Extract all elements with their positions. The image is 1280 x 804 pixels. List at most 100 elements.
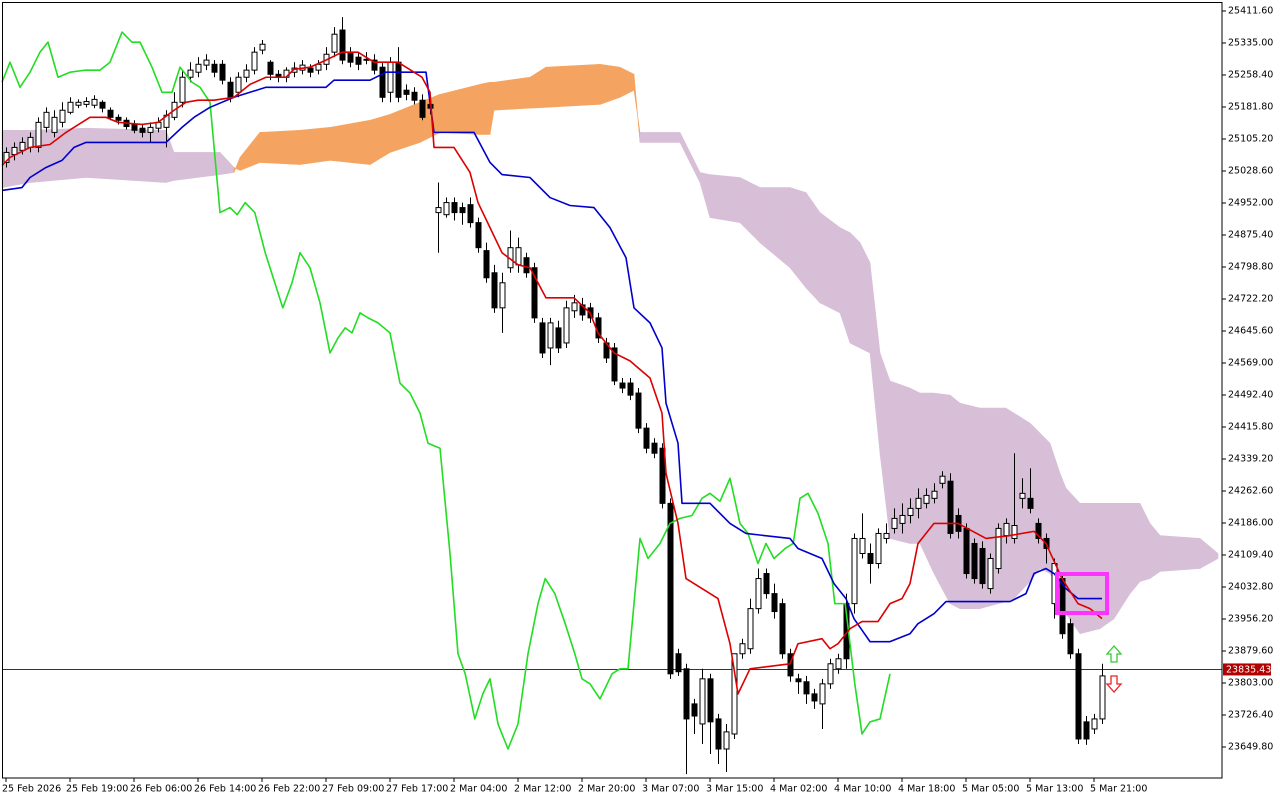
candle-body	[131, 123, 138, 131]
candle-body	[347, 51, 354, 63]
candle-body	[195, 63, 202, 73]
candle-body	[691, 703, 698, 717]
candle-body	[259, 43, 266, 51]
candle-body	[1067, 623, 1074, 655]
x-tick-label: 5 Mar 13:00	[1026, 784, 1083, 795]
candle-body	[707, 678, 714, 723]
y-tick-label: 25335.00	[1228, 37, 1273, 48]
cloud-segment	[599, 63, 621, 105]
highlight-box	[1055, 572, 1109, 615]
y-tick-label: 24032.80	[1228, 581, 1273, 592]
candle-body	[523, 257, 530, 274]
cloud-segment	[85, 127, 167, 183]
candle-body	[27, 136, 34, 148]
y-tick-label: 24492.40	[1228, 389, 1273, 400]
y-tick-label: 25105.20	[1228, 133, 1273, 144]
candle-body	[563, 307, 570, 344]
candle-body	[387, 61, 394, 93]
y-tick-label: 24875.40	[1228, 229, 1273, 240]
y-tick-label: 25181.80	[1228, 101, 1273, 112]
candle-body	[435, 207, 442, 214]
y-tick-label: 24569.00	[1228, 357, 1273, 368]
x-tick-label: 2 Mar 20:00	[578, 784, 635, 795]
candle-body	[619, 382, 626, 389]
candle-body	[779, 603, 786, 655]
candle-body	[931, 490, 938, 499]
candle-body	[483, 250, 490, 279]
candle-body	[51, 116, 58, 133]
y-tick-label: 24186.00	[1228, 517, 1273, 528]
cloud-segment	[849, 231, 861, 349]
y-tick-label: 25411.60	[1228, 5, 1273, 16]
candle-body	[995, 527, 1002, 570]
candle-body	[179, 76, 186, 103]
candle-body	[91, 98, 98, 106]
candle-body	[659, 447, 666, 504]
candle-body	[379, 66, 386, 98]
candle-body	[1091, 718, 1098, 730]
indicator-line	[1, 31, 891, 750]
candle-body	[491, 272, 498, 309]
y-tick-label: 23726.40	[1228, 710, 1273, 721]
x-tick-label: 27 Feb 09:00	[322, 784, 384, 795]
candle-body	[59, 109, 66, 123]
y-tick-label: 25028.60	[1228, 165, 1273, 176]
candle-body	[571, 302, 578, 312]
candle-body	[475, 222, 482, 249]
candle-body	[515, 247, 522, 266]
candle-body	[467, 204, 474, 224]
candle-body	[115, 116, 122, 121]
candle-body	[19, 141, 26, 151]
price-label-box	[1223, 663, 1271, 676]
cloud-segment	[709, 174, 741, 223]
x-tick-label: 26 Feb 14:00	[194, 784, 256, 795]
indicator-line	[1, 71, 1102, 643]
candle-body	[723, 731, 730, 750]
candle-body	[547, 322, 554, 349]
candle-body	[755, 578, 762, 610]
cloud-segment	[329, 119, 371, 165]
candle-body	[835, 658, 842, 670]
candle-body	[923, 494, 930, 504]
x-tick-label: 2 Mar 12:00	[514, 784, 571, 795]
cloud-segment	[859, 242, 871, 354]
candle-body	[43, 111, 50, 128]
candle-body	[243, 69, 250, 78]
y-tick-label: 23879.60	[1228, 645, 1273, 656]
candle-body	[763, 573, 770, 595]
candle-body	[675, 653, 682, 673]
candle-body	[1011, 525, 1018, 539]
candle-body	[291, 67, 298, 73]
y-tick-label: 24645.60	[1228, 325, 1273, 336]
candle-body	[539, 322, 546, 354]
price-label: 23835.43	[1226, 664, 1271, 675]
cloud-segment	[259, 129, 301, 165]
candle-body	[627, 382, 634, 396]
candle-body	[803, 681, 810, 695]
candle-body	[371, 59, 378, 71]
candle-body	[67, 101, 74, 113]
cloud-segment	[493, 76, 531, 111]
cloud-segment	[1159, 535, 1201, 572]
candle-body	[499, 282, 506, 309]
candle-body	[947, 480, 954, 534]
cloud-segment	[1129, 503, 1141, 595]
candle-body	[411, 91, 418, 101]
cloud-segment	[805, 191, 821, 304]
candle-body	[731, 653, 738, 735]
candle-body	[531, 267, 538, 319]
candle-body	[875, 532, 882, 565]
candle-body	[859, 537, 866, 554]
candle-body	[147, 126, 154, 133]
candle-body	[419, 99, 426, 118]
candle-body	[747, 608, 754, 650]
cloud-segment	[545, 63, 601, 108]
y-tick-label: 24722.20	[1228, 293, 1273, 304]
candle-body	[75, 101, 82, 106]
candle-body	[1035, 522, 1042, 539]
candle-body	[907, 507, 914, 516]
y-tick-label: 24109.40	[1228, 549, 1273, 560]
candle-body	[795, 678, 802, 683]
candle-body	[187, 69, 194, 78]
indicator-line	[1, 51, 1103, 695]
